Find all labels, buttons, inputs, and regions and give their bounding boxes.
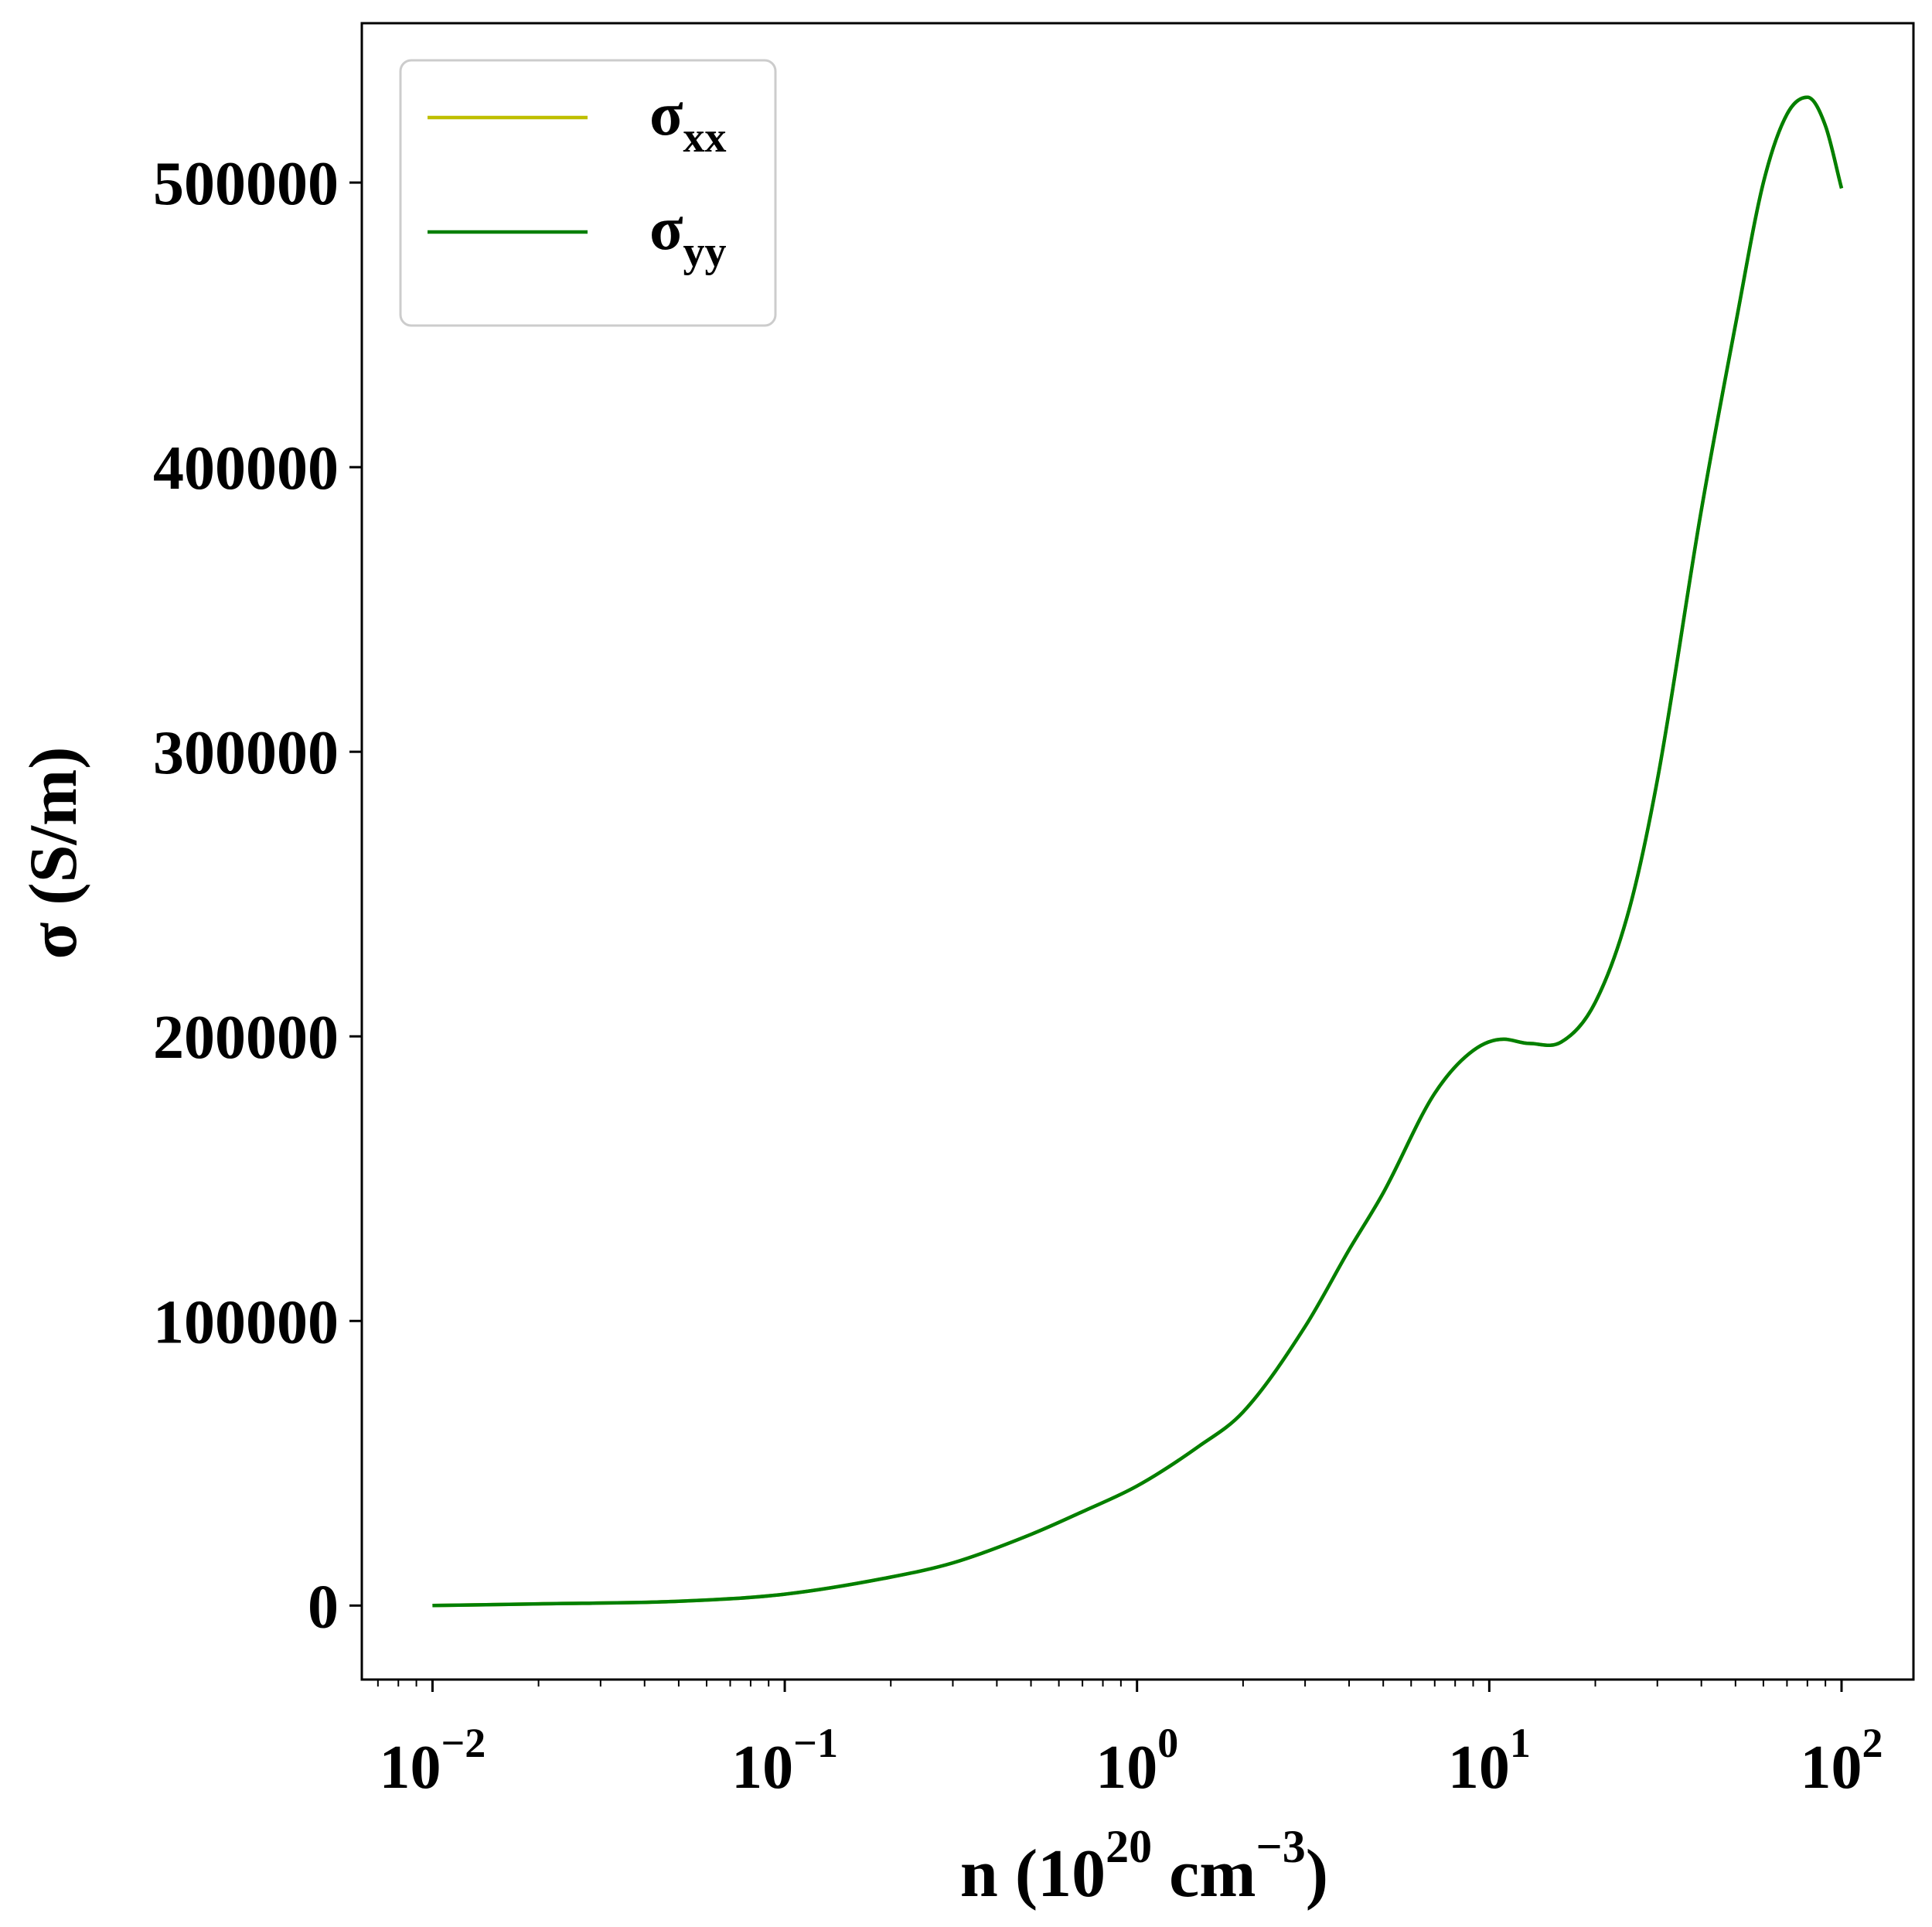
y-tick-label: 0 xyxy=(308,1573,339,1641)
legend: σxx σyy xyxy=(399,59,777,327)
x-axis-title-mid: cm xyxy=(1152,1837,1256,1912)
x-tick-label: 10−2 xyxy=(380,1720,486,1802)
x-axis-title-end: ) xyxy=(1306,1837,1328,1912)
y-tick-label: 400000 xyxy=(153,435,339,503)
x-axis-title-base: n (10 xyxy=(960,1837,1106,1912)
x-tick-label: 102 xyxy=(1800,1720,1883,1802)
x-tick-label: 101 xyxy=(1448,1720,1531,1802)
y-axis: 0 100000 200000 300000 400000 500000 xyxy=(153,150,362,1641)
series-layer xyxy=(432,95,1844,1608)
legend-box xyxy=(399,59,777,327)
y-tick-label: 500000 xyxy=(153,150,339,218)
y-tick-label: 100000 xyxy=(153,1288,339,1356)
x-axis-title-sup1: 20 xyxy=(1106,1821,1152,1872)
y-tick-label: 200000 xyxy=(153,1004,339,1072)
x-axis-title: n (1020 cm−3) xyxy=(960,1821,1328,1912)
y-axis-title: σ (S/m) xyxy=(16,746,91,959)
x-tick-label: 100 xyxy=(1095,1720,1178,1802)
y-tick-label: 300000 xyxy=(153,719,339,787)
x-axis-title-sup2: −3 xyxy=(1256,1821,1306,1872)
legend-label-yy: σyy xyxy=(649,195,727,276)
x-axis: 10−2 10−1 100 101 102 xyxy=(377,1680,1883,1802)
series-line-sigma-yy xyxy=(432,95,1844,1608)
legend-label-xx: σxx xyxy=(649,80,727,162)
x-tick-label: 10−1 xyxy=(731,1720,838,1802)
